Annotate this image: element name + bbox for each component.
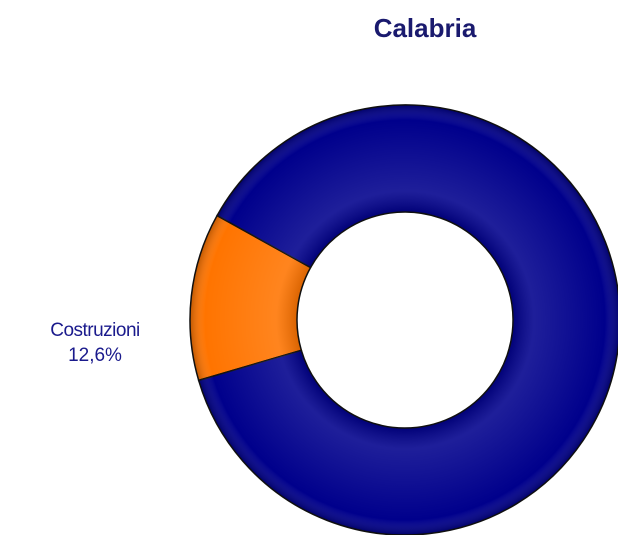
- segment-shade: [189, 215, 311, 381]
- segment-label: Costruzioni: [50, 320, 140, 341]
- chart-title: Calabria: [374, 13, 477, 43]
- segment-shade: [198, 105, 618, 535]
- segment-value-label: 12,6%: [68, 345, 122, 366]
